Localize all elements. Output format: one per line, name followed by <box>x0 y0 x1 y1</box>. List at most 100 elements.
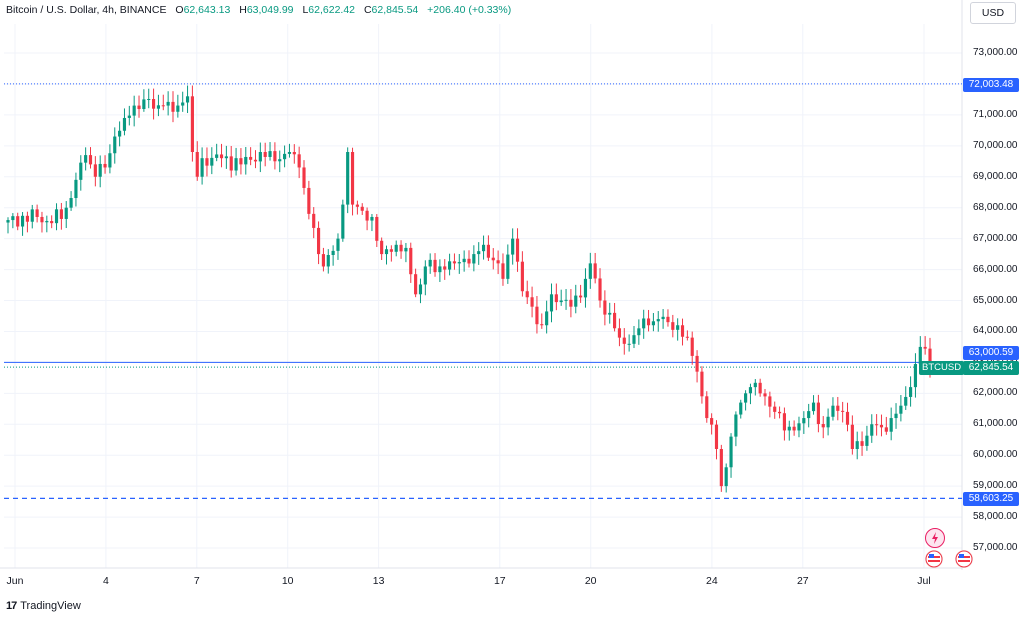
candle-body <box>360 206 364 211</box>
y-tick-label: 59,000.00 <box>973 480 1018 492</box>
candle-body <box>748 387 753 394</box>
candle-body <box>506 254 510 279</box>
candle-body <box>811 402 816 412</box>
candle-body <box>258 152 262 162</box>
candle-body <box>545 311 549 326</box>
candle-body <box>375 216 379 241</box>
x-tick-label: 4 <box>102 575 109 587</box>
candle-body <box>307 187 311 214</box>
candle-body <box>841 410 845 412</box>
tradingview-mark-icon: 17 <box>6 600 17 612</box>
candle-body <box>671 322 675 330</box>
x-tick-label: 27 <box>796 575 809 587</box>
candle-body <box>176 105 180 112</box>
candle-body <box>739 402 743 415</box>
candle-body <box>11 216 15 221</box>
candle-body <box>763 393 767 397</box>
us-flag-icon[interactable] <box>925 550 943 568</box>
candle-body <box>588 263 592 279</box>
price-tag-low-line: 58,603.25 <box>963 492 1019 506</box>
y-tick-label: 58,000.00 <box>973 511 1018 523</box>
candle-body <box>137 105 141 110</box>
candle-body <box>59 209 63 219</box>
y-tick-label: 65,000.00 <box>973 294 1018 306</box>
candle-body <box>865 435 869 446</box>
candle-body <box>787 426 791 431</box>
candle-body <box>273 151 277 162</box>
candle-body <box>443 266 447 270</box>
candle-body <box>210 157 214 166</box>
candle-body <box>229 156 233 171</box>
price-tag-mid-line: 63,000.59 <box>963 346 1019 360</box>
x-tick-label: Jul <box>917 575 931 587</box>
us-flag-icon-secondary[interactable] <box>955 550 973 568</box>
candle-body <box>695 355 699 372</box>
candle-body <box>928 348 932 368</box>
candle-body <box>642 318 646 329</box>
open-value: 62,643.13 <box>183 4 231 16</box>
candle-body <box>370 216 374 221</box>
candle-body <box>923 346 927 349</box>
candle-body <box>627 343 631 345</box>
candle-body <box>93 164 97 177</box>
candle-body <box>646 318 651 326</box>
candle-body <box>108 153 112 168</box>
candle-body <box>433 259 437 273</box>
currency-button[interactable]: USD <box>970 2 1016 24</box>
y-tick-label: 68,000.00 <box>973 201 1018 213</box>
flash-icon[interactable] <box>925 528 945 548</box>
candle-body <box>569 299 573 307</box>
candle-body <box>632 335 636 344</box>
candle-body <box>700 371 704 397</box>
x-tick-label: 7 <box>193 575 200 587</box>
candle-body <box>666 316 670 323</box>
candle-body <box>399 244 403 252</box>
candle-body <box>452 261 457 264</box>
candle-body <box>292 152 296 155</box>
candle-body <box>719 449 723 487</box>
candle-body <box>821 424 825 428</box>
candle-body <box>520 261 524 292</box>
candle-body <box>472 254 476 264</box>
candle-body <box>263 152 267 157</box>
tradingview-logo[interactable]: 17 TradingView <box>6 600 81 612</box>
candle-body <box>515 238 520 262</box>
close-label: C <box>363 4 372 16</box>
candle-body <box>836 405 840 411</box>
candle-body <box>156 105 161 109</box>
candle-body <box>850 424 854 449</box>
candle-body <box>710 418 714 425</box>
candle-body <box>181 102 185 106</box>
candle-body <box>355 204 359 207</box>
candle-body <box>350 152 355 205</box>
symbol-name: Bitcoin / U.S. Dollar, 4h, BINANCE <box>6 4 167 16</box>
candle-body <box>603 300 607 315</box>
candle-body <box>127 115 131 118</box>
candle-body <box>884 427 888 432</box>
symbol-legend: Bitcoin / U.S. Dollar, 4h, BINANCE O62,6… <box>6 4 511 16</box>
low-label: L <box>302 4 309 16</box>
candle-body <box>404 247 408 252</box>
candle-body <box>219 154 224 159</box>
candle-body <box>690 337 694 356</box>
x-tick-label: 20 <box>584 575 597 587</box>
candle-body <box>234 158 238 171</box>
candle-body <box>875 424 879 426</box>
candle-body <box>802 418 806 424</box>
candle-body <box>501 263 505 279</box>
candle-body <box>346 152 350 205</box>
y-tick-label: 57,000.00 <box>973 542 1018 553</box>
candle-body <box>389 249 393 252</box>
y-tick-label: 67,000.00 <box>973 232 1018 244</box>
candle-body <box>792 426 796 431</box>
candle-body <box>171 101 175 112</box>
candle-body <box>913 364 918 388</box>
candle-body <box>103 163 107 168</box>
candle-body <box>185 96 190 103</box>
candle-body <box>268 151 272 157</box>
candle-body <box>297 154 301 168</box>
candle-body <box>909 387 913 397</box>
candle-body <box>321 254 325 267</box>
candle-body <box>608 312 612 315</box>
